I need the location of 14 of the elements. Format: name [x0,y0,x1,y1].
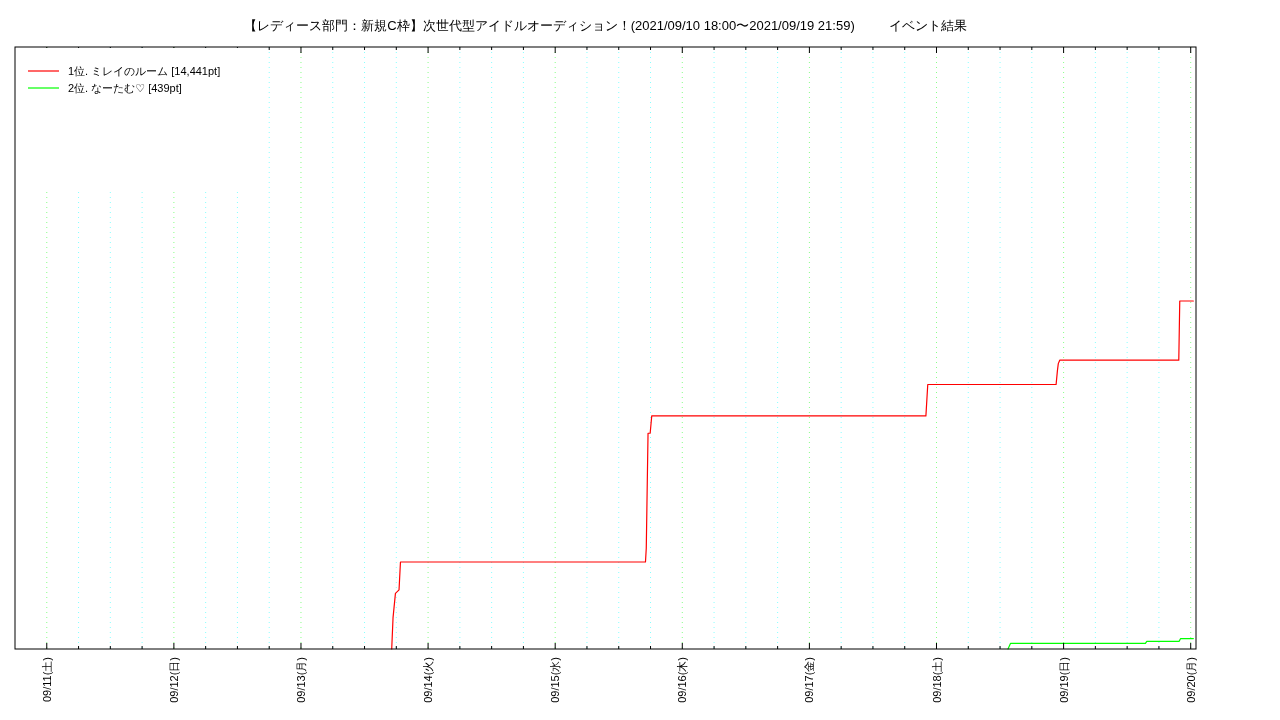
legend-label: 1位. ミレイのルーム [14,441pt] [68,65,221,77]
x-tick-label: 09/14(火) [422,657,435,703]
x-tick-label: 09/12(日) [167,657,180,703]
x-tick-label: 09/13(月) [294,657,307,703]
x-tick-label: 09/16(木) [676,657,689,703]
x-tick-label: 09/18(土) [930,657,943,703]
chart-subtitle: イベント結果 [888,18,967,33]
chart-title: 【レディース部門：新規C枠】次世代型アイドルオーディション！(2021/09/10 18:00〜2021/09/19 21:59) [244,18,855,33]
x-tick-label: 09/19(日) [1057,657,1070,703]
x-tick-label: 09/20(月) [1184,657,1197,703]
x-tick-label: 09/15(水) [549,657,562,703]
legend-label: 2位. なーたむ♡ [439pt] [68,82,182,94]
x-tick-label: 09/17(金) [803,657,816,703]
x-tick-label: 09/11(土) [40,657,53,703]
